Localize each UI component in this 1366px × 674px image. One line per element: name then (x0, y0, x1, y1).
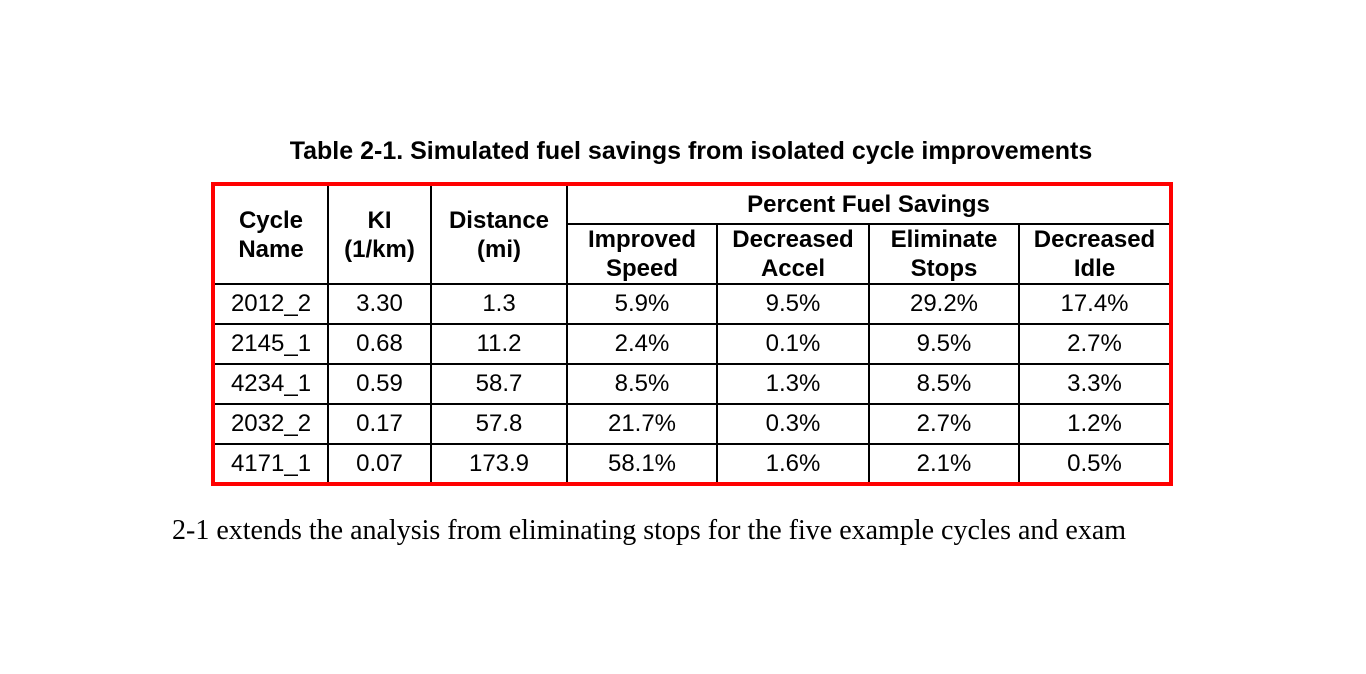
cell-improved-speed: 21.7% (566, 403, 718, 445)
cell-cycle-name: 2032_2 (212, 403, 329, 445)
col-header-cycle-name: Cycle Name (212, 183, 329, 285)
cell-ki: 3.30 (327, 283, 432, 325)
cell-decreased-idle: 2.7% (1018, 323, 1172, 365)
cell-distance: 57.8 (430, 403, 568, 445)
col-header-decreased-idle: Decreased Idle (1018, 223, 1172, 285)
cell-eliminate-stops: 2.7% (868, 403, 1020, 445)
fuel-savings-table: Cycle Name KI (1/km) Distance (mi) Perce… (211, 182, 1173, 486)
cell-decreased-accel: 1.6% (716, 443, 870, 485)
cell-ki: 0.07 (327, 443, 432, 485)
col-header-ki: KI (1/km) (327, 183, 432, 285)
table-row: 2012_2 3.30 1.3 5.9% 9.5% 29.2% 17.4% (212, 283, 1172, 325)
col-header-decreased-accel: Decreased Accel (716, 223, 870, 285)
cell-improved-speed: 58.1% (566, 443, 718, 485)
cell-distance: 173.9 (430, 443, 568, 485)
cell-improved-speed: 8.5% (566, 363, 718, 405)
cell-decreased-accel: 1.3% (716, 363, 870, 405)
cell-eliminate-stops: 2.1% (868, 443, 1020, 485)
cell-decreased-accel: 0.3% (716, 403, 870, 445)
table-row: 2032_2 0.17 57.8 21.7% 0.3% 2.7% 1.2% (212, 403, 1172, 445)
col-group-header-percent-fuel-savings: Percent Fuel Savings (566, 183, 1172, 225)
table-row: 4171_1 0.07 173.9 58.1% 1.6% 2.1% 0.5% (212, 443, 1172, 485)
table-row: 4234_1 0.59 58.7 8.5% 1.3% 8.5% 3.3% (212, 363, 1172, 405)
cell-ki: 0.59 (327, 363, 432, 405)
cell-decreased-idle: 17.4% (1018, 283, 1172, 325)
col-header-distance: Distance (mi) (430, 183, 568, 285)
cell-decreased-accel: 0.1% (716, 323, 870, 365)
cell-improved-speed: 2.4% (566, 323, 718, 365)
cell-cycle-name: 2145_1 (212, 323, 329, 365)
cell-improved-speed: 5.9% (566, 283, 718, 325)
cell-distance: 11.2 (430, 323, 568, 365)
cell-distance: 1.3 (430, 283, 568, 325)
header-row-sub: Improved Speed Decreased Accel Eliminate… (213, 223, 1172, 285)
cell-decreased-idle: 1.2% (1018, 403, 1172, 445)
header-row-group: Cycle Name KI (1/km) Distance (mi) Perce… (212, 183, 1172, 285)
cell-cycle-name: 4171_1 (212, 443, 329, 485)
table-caption: Table 2-1. Simulated fuel savings from i… (289, 137, 1093, 165)
cell-decreased-accel: 9.5% (716, 283, 870, 325)
cell-ki: 0.68 (327, 323, 432, 365)
cell-eliminate-stops: 9.5% (868, 323, 1020, 365)
cell-decreased-idle: 0.5% (1018, 443, 1172, 485)
body-paragraph-text: 2-1 extends the analysis from eliminatin… (172, 515, 1127, 546)
cell-eliminate-stops: 8.5% (868, 363, 1020, 405)
cell-eliminate-stops: 29.2% (868, 283, 1020, 325)
col-header-improved-speed: Improved Speed (566, 223, 718, 285)
cell-ki: 0.17 (327, 403, 432, 445)
cell-decreased-idle: 3.3% (1018, 363, 1172, 405)
cell-cycle-name: 2012_2 (212, 283, 329, 325)
cell-cycle-name: 4234_1 (212, 363, 329, 405)
table-row: 2145_1 0.68 11.2 2.4% 0.1% 9.5% 2.7% (212, 323, 1172, 365)
cell-distance: 58.7 (430, 363, 568, 405)
col-header-eliminate-stops: Eliminate Stops (868, 223, 1020, 285)
